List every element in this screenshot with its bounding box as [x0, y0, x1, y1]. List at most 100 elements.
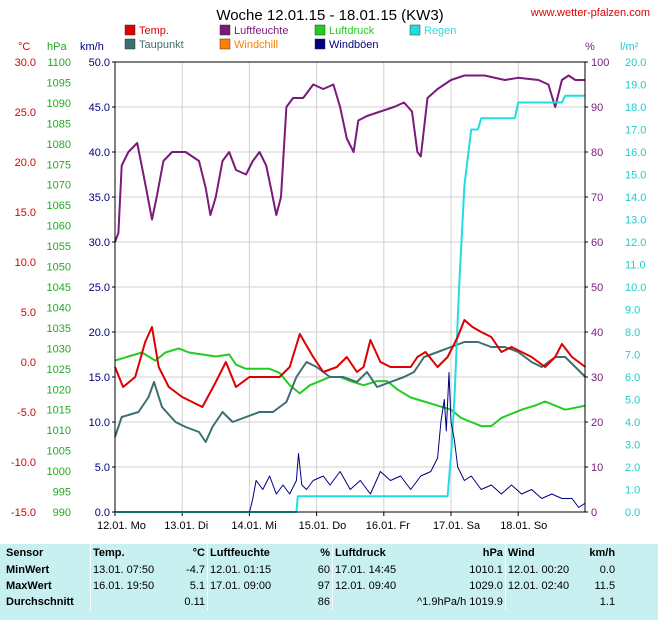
legend: Temp. Luftfeuchte Luftdruck Regen Taupunkt Wi… [124, 24, 456, 51]
pressure-tick-label: 1045 [47, 282, 71, 294]
humidity-tick-label: 80 [591, 147, 603, 159]
cell: 16.01. 19:50 [90, 578, 163, 594]
temp-unit-label: °C [18, 41, 30, 53]
pressure-tick-label: 1060 [47, 221, 71, 233]
wind-tick-label: 50.0 [89, 57, 110, 69]
rain-tick-label: 18.0 [625, 102, 646, 114]
wind-tick-label: 5.0 [95, 462, 110, 474]
cell: 13.01. 07:50 [90, 562, 163, 578]
series-line-windben [115, 372, 586, 513]
pressure-tick-label: 1025 [47, 364, 71, 376]
rain-tick-label: 2.0 [625, 462, 640, 474]
legend-swatch [314, 38, 326, 50]
cell: 17.01. 09:00 [207, 578, 290, 594]
temp-tick-label: 25.0 [15, 107, 36, 119]
rain-tick-label: 13.0 [625, 215, 646, 227]
cell [207, 594, 290, 610]
humidity-tick-label: 0 [591, 507, 597, 519]
pressure-tick-label: 1040 [47, 302, 71, 314]
pressure-tick-label: 1010 [47, 425, 71, 437]
legend-swatch [314, 24, 326, 36]
rain-tick-label: 20.0 [625, 57, 646, 69]
hdr-pressure-unit: hPa [482, 547, 503, 559]
pressure-tick-label: 1085 [47, 118, 71, 130]
rain-tick-label: 6.0 [625, 372, 640, 384]
wind-tick-label: 40.0 [89, 147, 110, 159]
pressure-tick-label: 1020 [47, 384, 71, 396]
series-line-taupunkt [114, 341, 587, 443]
wind-tick-label: 30.0 [89, 237, 110, 249]
rain-tick-label: 7.0 [625, 350, 640, 362]
summary-header: Sensor Temp. °C Luftfeuchte % Luftdruck … [0, 544, 617, 562]
humidity-tick-label: 30 [591, 372, 603, 384]
humidity-tick-label: 70 [591, 192, 603, 204]
series-layer [114, 74, 587, 513]
hdr-humidity: Luftfeuchte [207, 544, 290, 562]
cell: 60 [317, 564, 330, 576]
rain-tick-label: 16.0 [625, 147, 646, 159]
legend-swatch [124, 38, 136, 50]
cell: 97 [317, 580, 330, 592]
x-tick-label: 12.01. Mo [97, 520, 146, 532]
plot-frame [114, 61, 586, 513]
weather-chart: Woche 12.01.15 - 18.01.15 (KW3) www.wett… [10, 7, 650, 532]
cell: 12.01. 00:20 [504, 562, 572, 578]
pressure-tick-label: 995 [53, 487, 71, 499]
temp-tick-label: -10.0 [11, 457, 36, 469]
pressure-tick-label: 1055 [47, 241, 71, 253]
pressure-tick-label: 1015 [47, 405, 71, 417]
legend-swatch [219, 38, 231, 50]
legend-swatch [124, 24, 136, 36]
wind-unit-label: km/h [80, 41, 104, 53]
temp-tick-label: 20.0 [15, 157, 36, 169]
grid [115, 62, 585, 512]
cell [504, 594, 572, 610]
rain-tick-label: 5.0 [625, 395, 640, 407]
rain-tick-label: 0.0 [625, 507, 640, 519]
pressure-tick-label: 990 [53, 507, 71, 519]
legend-label: Luftfeuchte [234, 25, 288, 37]
cell: 11.5 [594, 580, 616, 592]
rain-unit-label: l/m² [620, 41, 639, 53]
wind-tick-label: 25.0 [89, 282, 110, 294]
x-tick-label: 18.01. So [500, 520, 547, 532]
rain-tick-label: 12.0 [625, 237, 646, 249]
rain-tick-label: 8.0 [625, 327, 640, 339]
legend-label: Taupunkt [139, 39, 184, 51]
humidity-tick-label: 100 [591, 57, 609, 69]
cell [332, 594, 415, 610]
pressure-tick-label: 1095 [47, 77, 71, 89]
pressure-tick-label: 1080 [47, 139, 71, 151]
hdr-pressure: Luftdruck [332, 544, 415, 562]
cell: 5.1 [189, 580, 205, 592]
cell: -4.7 [186, 564, 205, 576]
hdr-wind: Wind [504, 544, 572, 562]
hdr-temp-unit: °C [192, 547, 205, 559]
rain-tick-label: 10.0 [625, 282, 646, 294]
cell: ^1.9hPa/h 1019.9 [417, 596, 503, 608]
humidity-tick-label: 50 [591, 282, 603, 294]
humidity-tick-label: 20 [591, 417, 603, 429]
row-label: Durchschnitt [6, 596, 74, 608]
temp-tick-label: -15.0 [11, 507, 36, 519]
pressure-tick-label: 1050 [47, 262, 71, 274]
series-line-luftfeuchte [114, 74, 586, 243]
cell: 1010.1 [469, 564, 503, 576]
x-tick-label: 16.01. Fr [366, 520, 410, 532]
site-link[interactable]: www.wetter-pfalzen.com [530, 7, 650, 19]
cell: 12.01. 09:40 [332, 578, 415, 594]
row-label: MaxWert [6, 580, 52, 592]
rain-tick-label: 1.0 [625, 485, 640, 497]
wind-tick-label: 10.0 [89, 417, 110, 429]
pressure-tick-label: 1100 [47, 57, 71, 69]
legend-swatch [409, 24, 421, 36]
rain-tick-label: 19.0 [625, 80, 646, 92]
table-row: MinWert 13.01. 07:50 -4.7 12.01. 01:15 6… [0, 562, 617, 578]
x-tick-label: 13.01. Di [164, 520, 208, 532]
temp-tick-label: -5.0 [17, 407, 36, 419]
x-tick-label: 17.01. Sa [433, 520, 481, 532]
wind-tick-label: 45.0 [89, 102, 110, 114]
cell: 0.0 [599, 564, 616, 576]
rain-tick-label: 4.0 [625, 417, 640, 429]
temp-tick-label: 5.0 [21, 307, 36, 319]
